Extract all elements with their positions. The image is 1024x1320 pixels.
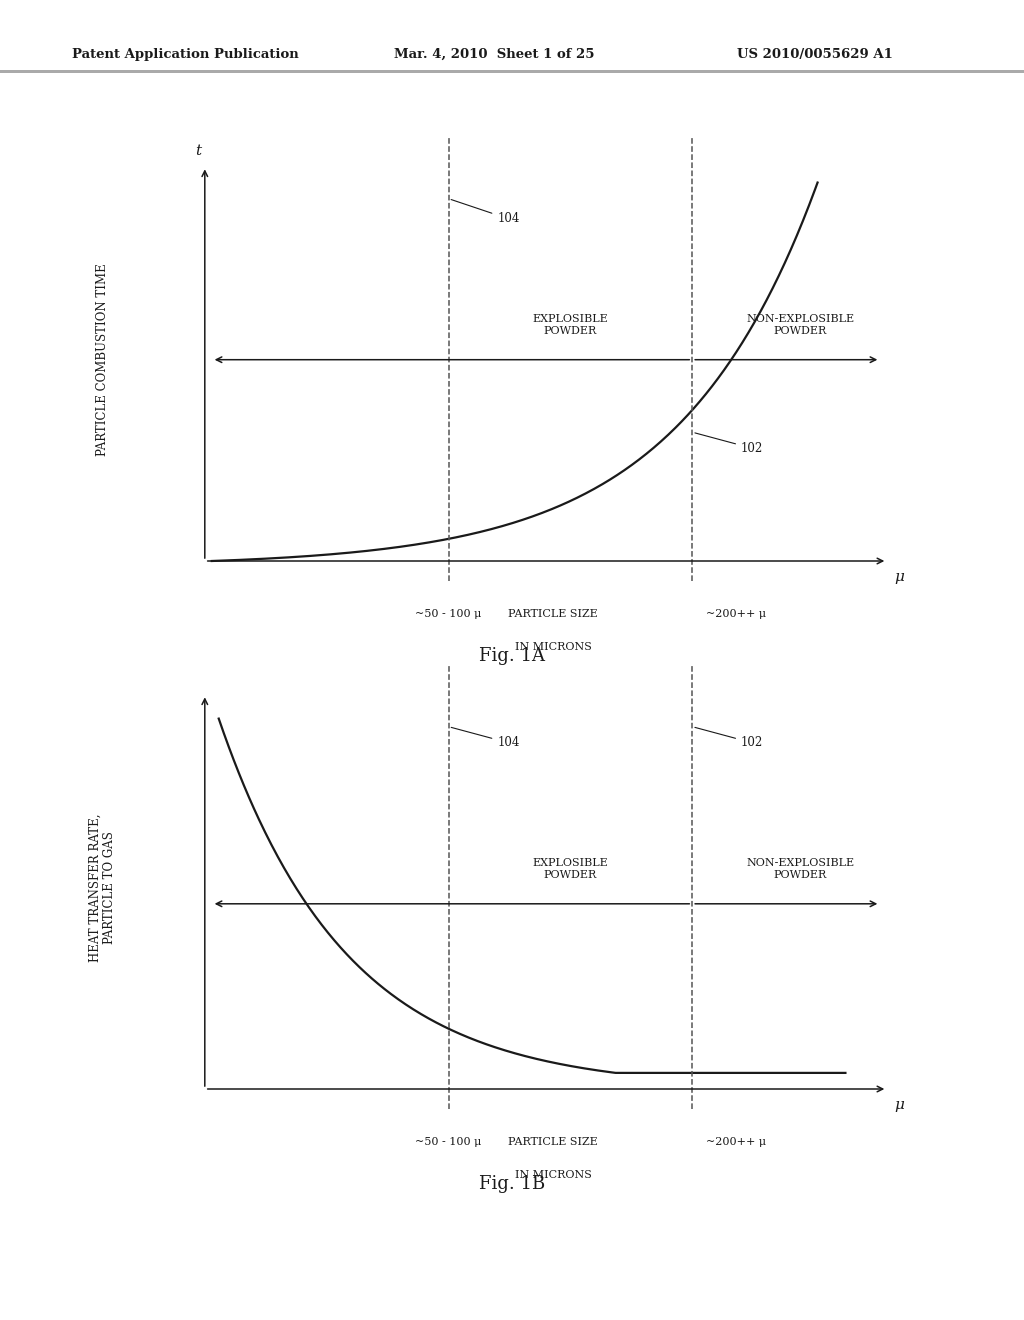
Text: ~200++ μ: ~200++ μ [707, 610, 766, 619]
Text: NON-EXPLOSIBLE
POWDER: NON-EXPLOSIBLE POWDER [746, 858, 854, 879]
Text: ~200++ μ: ~200++ μ [707, 1138, 766, 1147]
Text: ~50 - 100 μ: ~50 - 100 μ [416, 610, 481, 619]
Text: Mar. 4, 2010  Sheet 1 of 25: Mar. 4, 2010 Sheet 1 of 25 [394, 48, 595, 61]
Text: 104: 104 [452, 199, 519, 226]
Text: PARTICLE COMBUSTION TIME: PARTICLE COMBUSTION TIME [96, 263, 109, 457]
Text: PARTICLE SIZE: PARTICLE SIZE [508, 1138, 598, 1147]
Text: IN MICRONS: IN MICRONS [514, 642, 592, 652]
Text: EXPLOSIBLE
POWDER: EXPLOSIBLE POWDER [532, 858, 608, 879]
Text: 102: 102 [695, 433, 763, 455]
Text: Patent Application Publication: Patent Application Publication [72, 48, 298, 61]
Text: EXPLOSIBLE
POWDER: EXPLOSIBLE POWDER [532, 314, 608, 335]
Text: Fig. 1A: Fig. 1A [479, 647, 545, 665]
Text: t: t [195, 144, 201, 158]
Text: 102: 102 [695, 727, 763, 750]
Text: 104: 104 [452, 727, 519, 750]
Text: μ: μ [894, 1098, 904, 1113]
Text: HEAT TRANSFER RATE,
PARTICLE TO GAS: HEAT TRANSFER RATE, PARTICLE TO GAS [88, 813, 117, 962]
Text: ~50 - 100 μ: ~50 - 100 μ [416, 1138, 481, 1147]
Text: μ: μ [894, 570, 904, 585]
Text: IN MICRONS: IN MICRONS [514, 1170, 592, 1180]
Text: Fig. 1B: Fig. 1B [479, 1175, 545, 1193]
Text: NON-EXPLOSIBLE
POWDER: NON-EXPLOSIBLE POWDER [746, 314, 854, 335]
Text: US 2010/0055629 A1: US 2010/0055629 A1 [737, 48, 893, 61]
Text: PARTICLE SIZE: PARTICLE SIZE [508, 610, 598, 619]
